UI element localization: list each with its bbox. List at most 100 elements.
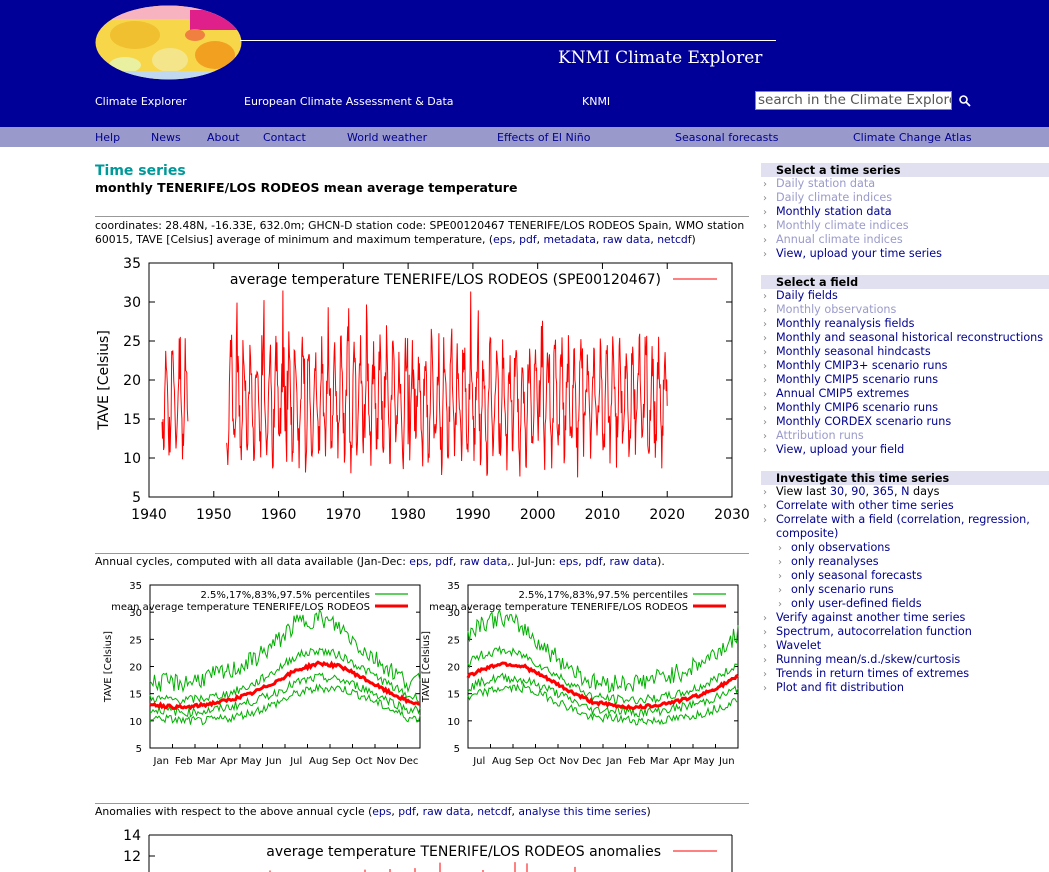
sidebar-item[interactable]: › Monthly CMIP3+ scenario runs	[763, 359, 947, 372]
days-link[interactable]: 90	[851, 485, 866, 498]
pdf-link[interactable]: pdf	[585, 555, 603, 568]
netcdf-link[interactable]: netcdf	[657, 233, 692, 246]
pdf-link[interactable]: pdf	[519, 233, 537, 246]
pdf-link[interactable]: pdf	[435, 555, 453, 568]
chevron-right-icon: ›	[763, 361, 767, 372]
chevron-right-icon: ›	[763, 249, 767, 260]
divider	[95, 803, 749, 804]
y-tick-label: 20	[129, 663, 142, 674]
sidebar-item[interactable]: › Monthly CMIP5 scenario runs	[763, 373, 938, 386]
chevron-right-icon: ›	[763, 333, 767, 344]
sidebar-item[interactable]: › Plot and fit distribution	[763, 681, 904, 694]
sidebar-item-label: Trends in return times of extremes	[776, 667, 970, 680]
legend-label: 2.5%,17%,83%,97.5% percentiles	[200, 590, 370, 601]
sidebar-item[interactable]: › Daily fields	[763, 289, 838, 302]
sidebar-item[interactable]: › Annual CMIP5 extremes	[763, 387, 909, 400]
raw-data-link[interactable]: raw data	[422, 805, 471, 818]
x-tick-label: 1940	[131, 507, 167, 523]
sidebar-item-label: View, upload your time series	[776, 247, 942, 260]
x-tick-label: Apr	[220, 756, 238, 767]
y-tick-label: 10	[129, 717, 142, 728]
sidebar-item[interactable]: › Spectrum, autocorrelation function	[763, 625, 972, 638]
x-tick-label: Feb	[175, 756, 193, 767]
nav-el-nino[interactable]: Effects of El Niño	[497, 131, 591, 144]
sidebar-item[interactable]: › Monthly and seasonal historical reconst…	[763, 331, 1043, 344]
sidebar-item[interactable]: composite)	[763, 527, 838, 540]
pdf-link[interactable]: pdf	[398, 805, 416, 818]
sidebar-item[interactable]: › Monthly seasonal hindcasts	[763, 345, 931, 358]
search-icon[interactable]	[958, 94, 972, 108]
x-tick-label: Jun	[718, 756, 735, 767]
chevron-right-icon: ›	[763, 305, 767, 316]
chevron-right-icon: ›	[763, 235, 767, 246]
sidebar-item[interactable]: › Monthly CMIP6 scenario runs	[763, 401, 938, 414]
annual-cycle-jan-dec-chart[interactable]: 5 10 15 20 25 30 35 Jan Feb Mar Apr May Jun Jul Aug Sep…	[95, 575, 425, 775]
sidebar-item[interactable]: › View, upload your field	[763, 443, 904, 456]
mean-line	[466, 661, 739, 711]
sidebar-item[interactable]: › Correlate with a field (correlation, re…	[763, 513, 1030, 526]
x-tick-label: Jan	[153, 756, 169, 767]
nav-help[interactable]: Help	[95, 131, 121, 144]
chevron-right-icon: ›	[763, 207, 767, 218]
sidebar-item[interactable]: › Correlate with other time series	[763, 499, 954, 512]
sidebar-item[interactable]: › Running mean/s.d./skew/curtosis	[763, 653, 960, 666]
raw-data-link[interactable]: raw data	[602, 233, 651, 246]
chevron-right-icon: ›	[778, 599, 782, 610]
climate-explorer-link[interactable]: Climate Explorer	[95, 95, 187, 108]
sidebar-item[interactable]: › Monthly reanalysis fields	[763, 317, 914, 330]
chevron-right-icon: ›	[763, 431, 767, 442]
sidebar-item[interactable]: › Wavelet	[763, 639, 821, 652]
sidebar-item[interactable]: › only user-defined fields	[778, 597, 922, 610]
time-series-chart[interactable]: 5 10 15 20 25 30 35 1940 1950 1960 1970 1980 1990 200…	[95, 253, 755, 525]
eps-link[interactable]: eps	[372, 805, 392, 818]
sidebar-item-label: Monthly and seasonal historical reconstr…	[776, 331, 1044, 344]
sidebar-item[interactable]: › Trends in return times of extremes	[763, 667, 969, 680]
sidebar-item-label: Annual climate indices	[776, 233, 903, 246]
percentile-line	[467, 607, 739, 694]
chevron-right-icon: ›	[763, 487, 767, 498]
sidebar-item[interactable]: › only seasonal forecasts	[778, 569, 922, 582]
days-link[interactable]: N	[901, 485, 910, 498]
y-tick-label: 30	[129, 608, 142, 619]
eps-link[interactable]: eps	[493, 233, 513, 246]
sidebar-item[interactable]: › View last 30, 90, 365, N days	[763, 485, 940, 498]
raw-data-link[interactable]: raw data	[459, 555, 508, 568]
chevron-right-icon: ›	[778, 571, 782, 582]
nav-climate-atlas[interactable]: Climate Change Atlas	[853, 131, 972, 144]
nav-contact[interactable]: Contact	[263, 131, 306, 144]
search-input[interactable]: search in the Climate Explorer	[755, 91, 952, 110]
metadata-link[interactable]: metadata	[543, 233, 596, 246]
eps-link[interactable]: eps	[559, 555, 579, 568]
nav-about[interactable]: About	[207, 131, 240, 144]
sidebar-item-label: Monthly CMIP5 scenario runs	[776, 373, 939, 386]
annual-cycle-jul-jun-chart[interactable]: 5 10 15 20 25 30 35 Jul Aug Sep Oct Nov Dec Jan Feb Mar…	[413, 575, 743, 775]
sidebar-item[interactable]: › only reanalyses	[778, 555, 879, 568]
y-tick-label: 5	[136, 744, 142, 755]
sidebar-item[interactable]: › View, upload your time series	[763, 247, 942, 260]
nav-world-weather[interactable]: World weather	[347, 131, 428, 144]
analyse-link[interactable]: analyse this time series	[518, 805, 647, 818]
nav-news[interactable]: News	[151, 131, 181, 144]
days-link[interactable]: 30	[829, 485, 845, 498]
days-link[interactable]: 365	[872, 485, 894, 498]
anomalies-chart[interactable]: 12 14 average temperature TENERIFE/LOS ROD…	[95, 825, 755, 872]
page-subtitle: monthly TENERIFE/LOS RODEOS mean average…	[95, 180, 518, 195]
eca-link[interactable]: European Climate Assessment & Data	[244, 95, 454, 108]
globe-logo[interactable]	[95, 5, 242, 80]
nav-seasonal-forecasts[interactable]: Seasonal forecasts	[675, 131, 779, 144]
sidebar-item[interactable]: › Verify against another time series	[763, 611, 965, 624]
legend-label: average temperature TENERIFE/LOS RODEOS …	[230, 272, 661, 288]
sidebar-section-header: Investigate this time series	[761, 471, 1049, 485]
sidebar-item[interactable]: › Monthly CORDEX scenario runs	[763, 415, 951, 428]
legend-label: average temperature TENERIFE/LOS RODEOS …	[266, 844, 661, 860]
eps-link[interactable]: eps	[409, 555, 429, 568]
knmi-link[interactable]: KNMI	[582, 95, 611, 108]
netcdf-link[interactable]: netcdf	[477, 805, 512, 818]
sidebar-item-label: only reanalyses	[791, 555, 879, 568]
sidebar-item[interactable]: › only observations	[778, 541, 890, 554]
x-tick-label: Dec	[582, 756, 601, 767]
raw-data-link[interactable]: raw data	[609, 555, 658, 568]
x-tick-label: Feb	[628, 756, 646, 767]
sidebar-item[interactable]: › Monthly station data	[763, 205, 892, 218]
sidebar-item[interactable]: › only scenario runs	[778, 583, 894, 596]
